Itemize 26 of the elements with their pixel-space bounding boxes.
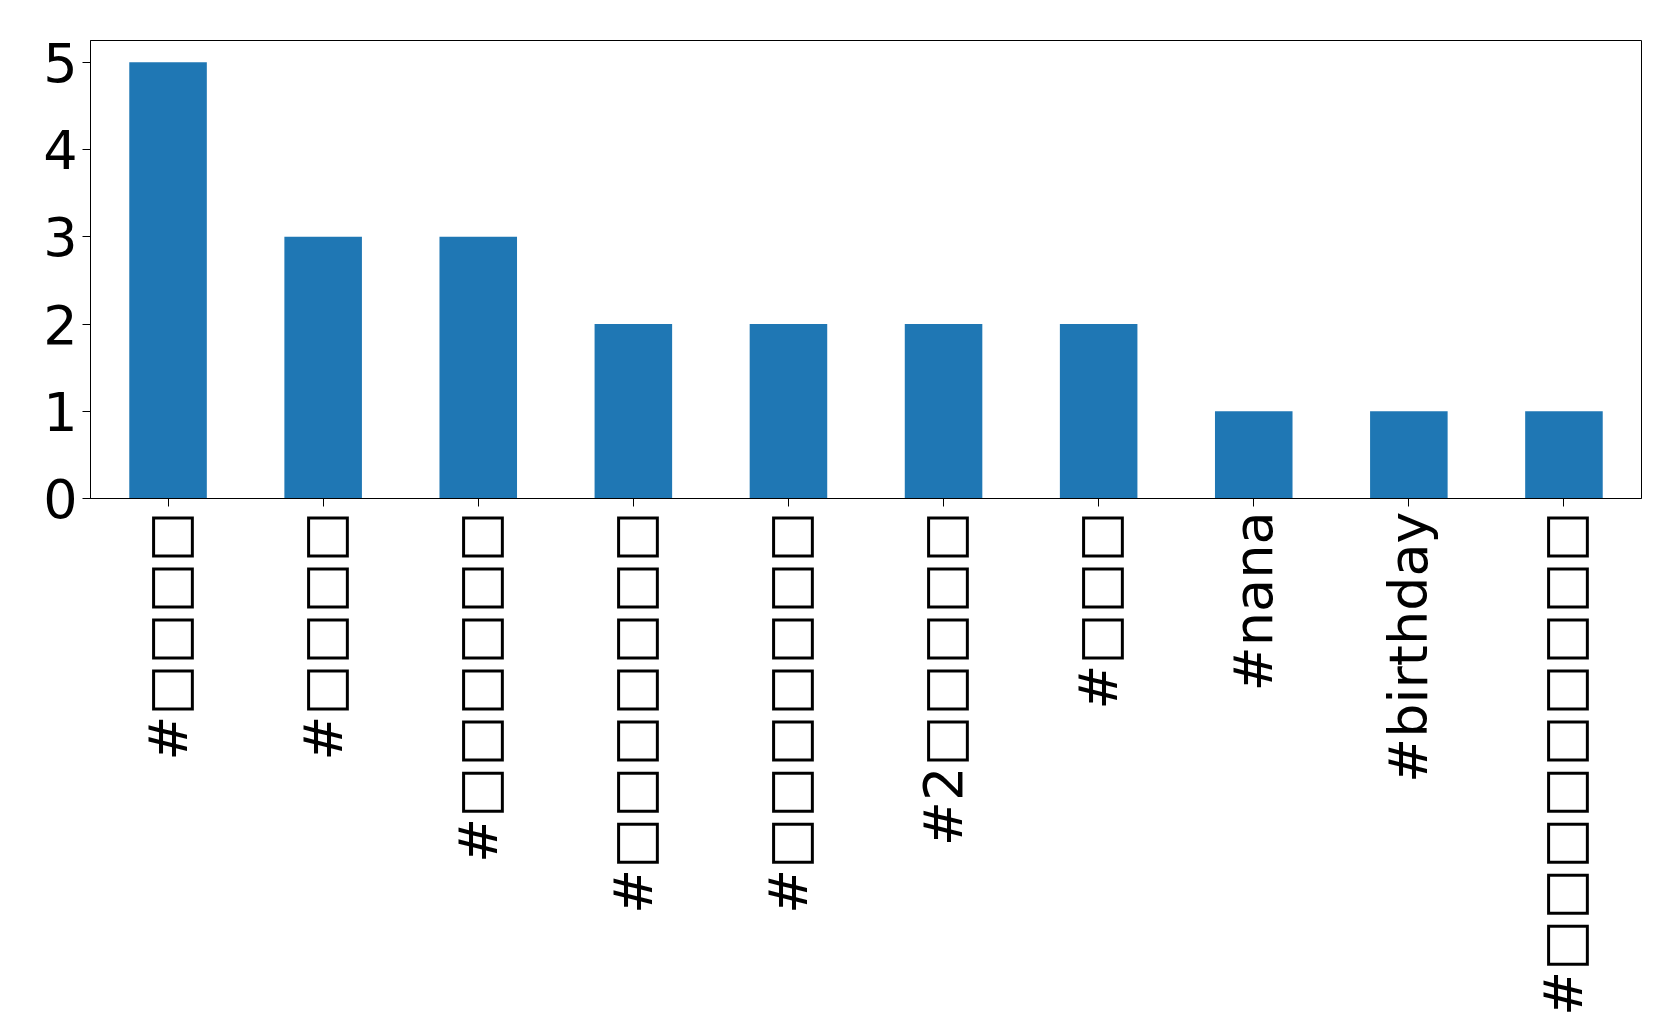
x-tick-label: #birthday [1377, 511, 1441, 783]
x-tick-label: #2□□□□□ [912, 511, 976, 847]
bar [1370, 411, 1448, 499]
bar [129, 62, 207, 499]
x-tick-label: #□□□□□□□□□ [1532, 511, 1596, 1016]
bar [1059, 324, 1138, 499]
y-tick-label: 0 [43, 468, 78, 531]
bar [904, 324, 983, 499]
y-tick-label: 2 [43, 293, 78, 357]
x-tick-label: #□□□□ [291, 511, 355, 761]
x-tick-label: #□□□□ [136, 511, 200, 761]
y-tick-label: 4 [43, 119, 78, 183]
bar [594, 324, 673, 499]
y-tick-label: 5 [43, 31, 78, 95]
x-tick-label: #□□□□□□□ [601, 511, 665, 914]
bar [439, 236, 518, 499]
x-tick-label: #nana [1222, 511, 1286, 692]
bar [1214, 411, 1293, 499]
x-tick-label: #□□□□□□ [446, 511, 510, 863]
y-tick-label: 3 [43, 206, 78, 270]
bar [749, 324, 828, 499]
x-tick-label: #□□□□□□□ [756, 511, 820, 914]
bar [284, 236, 362, 499]
bar [1525, 411, 1603, 499]
y-tick-label: 1 [43, 380, 78, 444]
x-tick-label: #□□□ [1067, 511, 1131, 710]
